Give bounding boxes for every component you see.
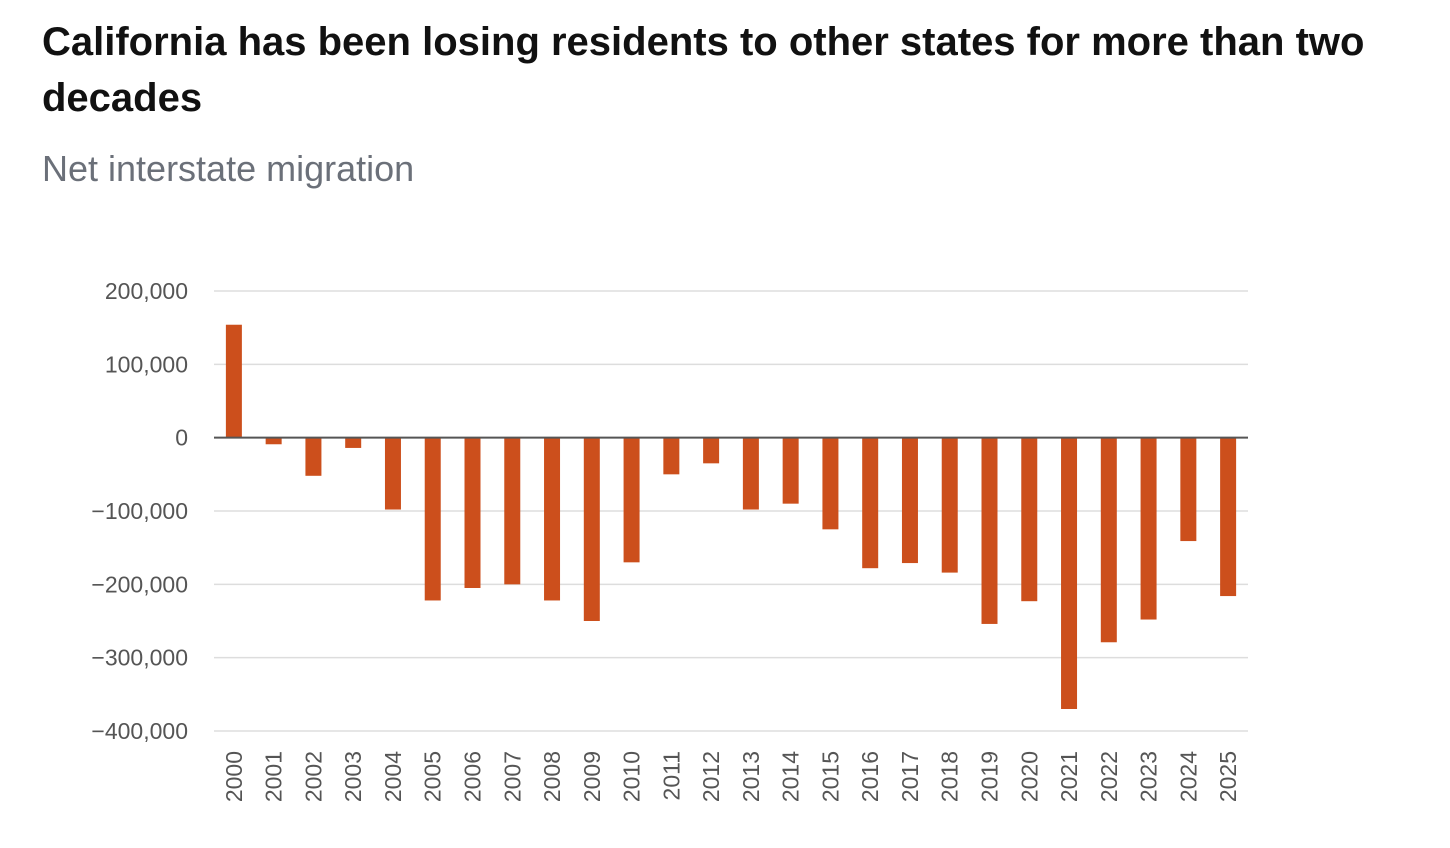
- x-tick-label: 2011: [658, 751, 684, 800]
- y-tick-label: 0: [175, 425, 188, 451]
- bar-2015: [822, 437, 839, 530]
- bar-2007: [504, 437, 521, 585]
- bar-2005: [424, 437, 441, 601]
- bar-2001: [265, 437, 282, 445]
- bar-2008: [544, 437, 561, 601]
- x-tick-label: 2003: [340, 751, 366, 802]
- x-tick-label: 2009: [579, 751, 605, 802]
- x-tick-label: 2025: [1215, 751, 1241, 802]
- y-tick-label: −300,000: [91, 645, 188, 671]
- x-tick-label: 2012: [698, 751, 724, 802]
- x-tick-label: 2004: [380, 751, 406, 802]
- bar-2020: [1021, 437, 1038, 602]
- bar-2012: [703, 437, 720, 464]
- chart-title: California has been losing residents to …: [42, 20, 1365, 120]
- y-tick-label: −200,000: [91, 571, 188, 597]
- x-tick-label: 2017: [897, 751, 923, 802]
- x-tick-label: 2013: [738, 751, 764, 802]
- y-tick-label: 100,000: [105, 351, 188, 377]
- bar-2022: [1100, 437, 1117, 643]
- bar-2016: [862, 437, 879, 569]
- bar-2017: [901, 437, 918, 564]
- x-tick-label: 2005: [420, 751, 446, 802]
- chart-subtitle: Net interstate migration: [42, 148, 415, 189]
- x-tick-label: 2010: [619, 751, 645, 802]
- bar-2021: [1061, 437, 1078, 709]
- x-tick-label: 2007: [499, 751, 525, 802]
- bar-2019: [981, 437, 998, 624]
- x-tick-label: 2023: [1136, 751, 1162, 802]
- bar-2010: [623, 437, 640, 563]
- bar-2009: [583, 437, 600, 621]
- bar-2002: [305, 437, 322, 476]
- y-tick-label: −100,000: [91, 498, 188, 524]
- x-tick-label: 2015: [817, 751, 843, 802]
- bar-2023: [1140, 437, 1157, 620]
- bar-2003: [345, 437, 362, 448]
- x-tick-label: 2021: [1056, 751, 1082, 802]
- bar-2004: [384, 437, 401, 510]
- x-tick-label: 2002: [300, 751, 326, 802]
- x-tick-label: 2022: [1096, 751, 1122, 802]
- bar-2000: [225, 324, 242, 438]
- x-tick-label: 2016: [857, 751, 883, 802]
- bar-2011: [663, 437, 680, 475]
- x-tick-label: 2000: [221, 751, 247, 802]
- bar-2013: [742, 437, 759, 510]
- x-tick-label: 2014: [778, 751, 804, 802]
- bar-2024: [1180, 437, 1197, 542]
- x-tick-label: 2018: [937, 751, 963, 802]
- bar-2014: [782, 437, 799, 504]
- x-tick-label: 2006: [460, 751, 486, 802]
- x-tick-label: 2008: [539, 751, 565, 802]
- bar-2018: [941, 437, 958, 573]
- x-tick-label: 2024: [1175, 751, 1201, 802]
- x-tick-label: 2020: [1016, 751, 1042, 802]
- x-tick-label: 2001: [261, 751, 287, 802]
- y-tick-label: −400,000: [91, 718, 188, 744]
- y-tick-label: 200,000: [105, 278, 188, 304]
- x-tick-label: 2019: [977, 751, 1003, 802]
- bar-2025: [1220, 437, 1237, 597]
- bar-2006: [464, 437, 481, 588]
